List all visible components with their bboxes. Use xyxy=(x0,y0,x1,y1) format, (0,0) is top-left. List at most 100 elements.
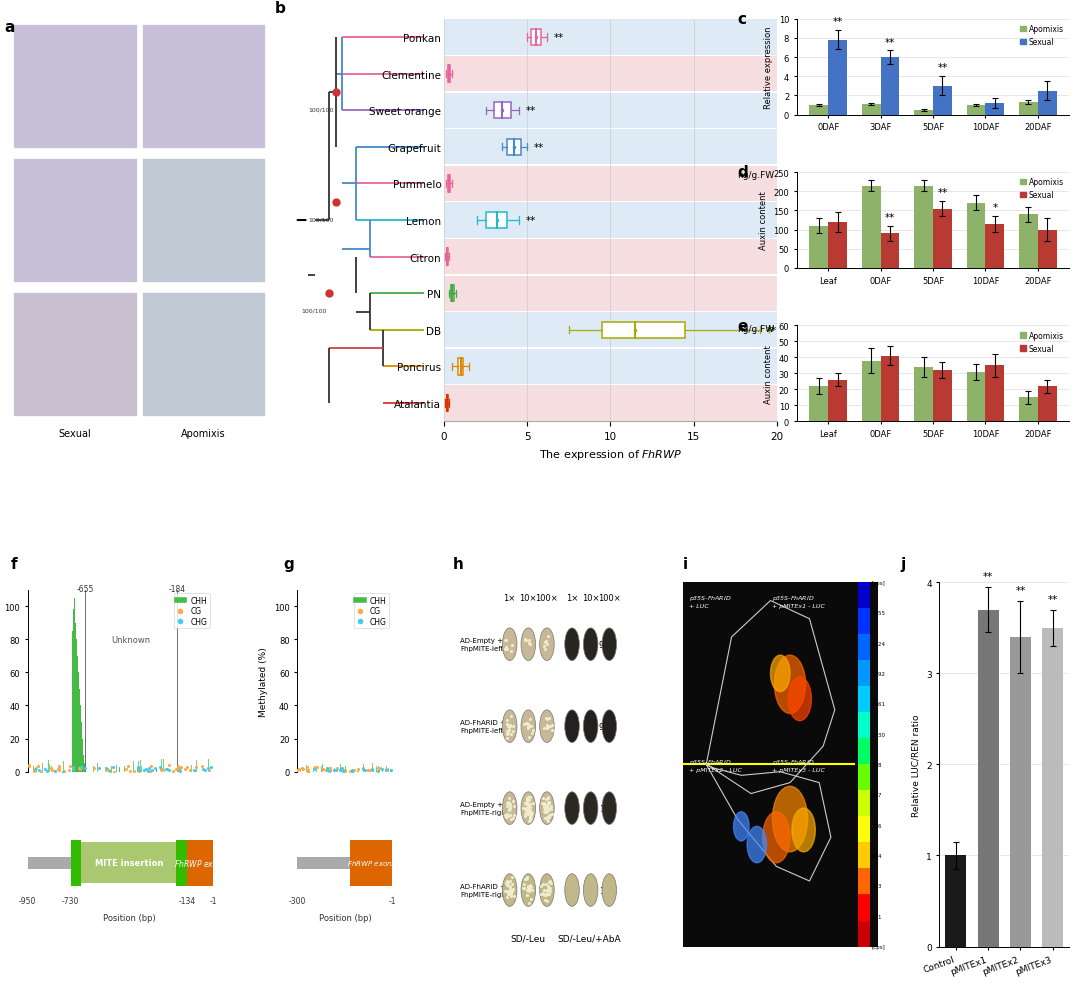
Bar xyxy=(447,395,448,412)
Bar xyxy=(444,387,777,421)
Text: **: ** xyxy=(885,37,895,47)
Bar xyxy=(967,373,985,422)
Y-axis label: Auxin content: Auxin content xyxy=(764,345,773,403)
Bar xyxy=(444,130,777,166)
Bar xyxy=(603,322,686,339)
Bar xyxy=(985,225,1004,268)
Text: 100×: 100× xyxy=(598,594,621,602)
Text: 10×: 10× xyxy=(582,594,599,602)
Bar xyxy=(945,856,967,947)
Bar xyxy=(809,387,828,422)
Bar xyxy=(859,894,869,921)
Circle shape xyxy=(583,874,598,906)
Text: AD-Empty +
FhpMITE-left: AD-Empty + FhpMITE-left xyxy=(460,638,504,652)
Bar xyxy=(141,25,266,149)
Text: 900: 900 xyxy=(599,640,615,649)
Text: 100: 100 xyxy=(599,804,615,812)
Bar xyxy=(859,816,869,843)
Text: 1655: 1655 xyxy=(872,610,886,615)
Bar xyxy=(809,106,828,115)
Text: **: ** xyxy=(1048,595,1058,604)
Circle shape xyxy=(602,710,617,742)
Text: 100: 100 xyxy=(599,885,615,894)
Circle shape xyxy=(602,628,617,661)
Text: p35S-$FhARID$
+ pMITEx1 - LUC: p35S-$FhARID$ + pMITEx1 - LUC xyxy=(772,594,825,608)
Text: a: a xyxy=(4,20,15,35)
Bar xyxy=(447,249,448,265)
Bar xyxy=(859,764,869,791)
Circle shape xyxy=(602,792,617,824)
Circle shape xyxy=(502,874,517,906)
Text: **: ** xyxy=(554,33,564,43)
Text: 867: 867 xyxy=(872,793,882,798)
Legend: Apomixis, Sexual: Apomixis, Sexual xyxy=(1018,24,1065,48)
Circle shape xyxy=(502,710,517,742)
Bar xyxy=(862,186,880,268)
Text: **: ** xyxy=(885,213,895,223)
Bar xyxy=(914,186,933,268)
Circle shape xyxy=(521,628,536,661)
Text: c: c xyxy=(737,12,746,27)
Text: Apomixis: Apomixis xyxy=(181,429,226,439)
Circle shape xyxy=(565,792,579,824)
Text: d: d xyxy=(737,166,747,180)
Circle shape xyxy=(747,826,767,863)
Text: **: ** xyxy=(767,325,778,335)
Text: 604: 604 xyxy=(872,853,882,858)
Text: 1261: 1261 xyxy=(872,701,886,707)
Bar xyxy=(862,105,880,115)
Bar xyxy=(967,203,985,268)
Bar xyxy=(859,739,869,764)
Circle shape xyxy=(540,792,554,824)
Text: p35S-$FhARID$
+ pMITEx2 - LUC: p35S-$FhARID$ + pMITEx2 - LUC xyxy=(689,757,742,772)
Text: p35S-$FhARID$
+ pMITEx3 - LUC: p35S-$FhARID$ + pMITEx3 - LUC xyxy=(772,757,825,772)
Bar xyxy=(1038,92,1057,115)
Bar xyxy=(914,368,933,422)
Bar xyxy=(1020,215,1038,268)
Bar xyxy=(444,203,777,239)
Y-axis label: Relative LUC/REN ratio: Relative LUC/REN ratio xyxy=(912,714,920,815)
Circle shape xyxy=(788,677,811,721)
Circle shape xyxy=(521,874,536,906)
Bar xyxy=(859,635,869,661)
Text: 1524: 1524 xyxy=(872,641,886,646)
Bar xyxy=(985,366,1004,422)
Bar xyxy=(444,167,777,202)
Bar xyxy=(859,713,869,739)
Bar xyxy=(444,313,777,348)
Text: f: f xyxy=(11,557,17,572)
Bar xyxy=(1020,103,1038,115)
Text: 1×: 1× xyxy=(566,594,578,602)
Legend: Apomixis, Sexual: Apomixis, Sexual xyxy=(1018,330,1065,355)
Text: **: ** xyxy=(937,63,947,73)
Bar xyxy=(828,40,847,115)
Text: 736: 736 xyxy=(872,822,882,828)
Text: AD-FhARID +
FhpMITE-right: AD-FhARID + FhpMITE-right xyxy=(460,883,509,897)
Bar xyxy=(933,209,951,268)
Text: **: ** xyxy=(534,143,544,153)
Text: 473: 473 xyxy=(872,883,882,888)
Bar xyxy=(859,869,869,894)
Text: SD/-Leu: SD/-Leu xyxy=(511,934,545,943)
Bar xyxy=(933,87,951,115)
Text: *: * xyxy=(993,203,998,213)
Bar xyxy=(530,30,541,46)
Circle shape xyxy=(502,792,517,824)
Circle shape xyxy=(540,628,554,661)
Circle shape xyxy=(772,787,808,852)
Text: h: h xyxy=(453,557,463,572)
Text: **: ** xyxy=(526,106,536,116)
Text: 998: 998 xyxy=(872,762,882,767)
Text: 1×: 1× xyxy=(503,594,516,602)
Bar xyxy=(141,159,266,282)
Bar xyxy=(828,223,847,268)
Circle shape xyxy=(583,792,598,824)
Circle shape xyxy=(583,628,598,661)
Bar xyxy=(486,213,508,229)
X-axis label: The expression of $FhRWP$: The expression of $FhRWP$ xyxy=(539,447,683,461)
Bar xyxy=(458,359,463,376)
Circle shape xyxy=(540,874,554,906)
Bar xyxy=(880,58,900,115)
Text: [cps]: [cps] xyxy=(872,580,886,586)
Circle shape xyxy=(565,628,579,661)
